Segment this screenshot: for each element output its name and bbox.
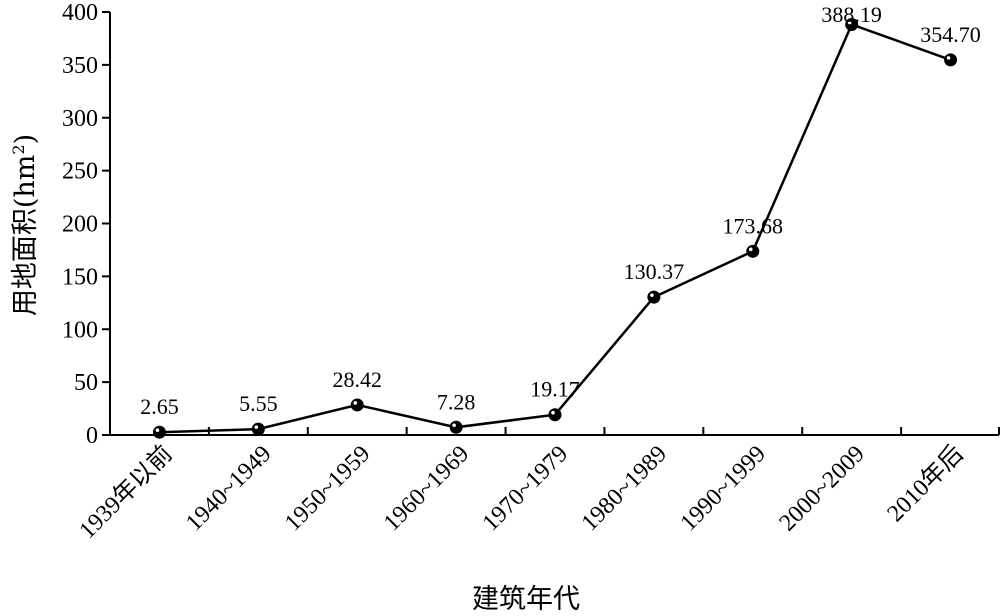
x-tick-label: 1980~1989 <box>577 441 672 536</box>
y-tick-label: 0 <box>86 423 98 449</box>
y-tick-label: 350 <box>62 53 98 79</box>
x-tick-label: 2010年后 <box>882 440 969 527</box>
data-label: 28.42 <box>332 367 382 392</box>
data-label: 354.70 <box>920 22 981 47</box>
y-tick-label: 400 <box>62 0 98 26</box>
y-tick-label: 50 <box>74 370 98 396</box>
y-tick-label: 300 <box>62 106 98 132</box>
x-tick-label: 1990~1999 <box>676 441 771 536</box>
data-point-highlight <box>353 401 358 405</box>
data-point-highlight <box>254 425 259 429</box>
y-tick-label: 200 <box>62 212 98 238</box>
x-tick-label: 1960~1969 <box>379 441 474 536</box>
data-label: 130.37 <box>624 259 685 284</box>
y-axis-title-main: 用地面积(hm <box>10 155 41 317</box>
data-labels-layer: 2.65 5.55 28.42 7.28 19.17 130.37 173.68 388.19… <box>140 2 981 419</box>
x-axis-title: 建筑年代 <box>472 584 580 615</box>
data-point-highlight <box>551 410 555 415</box>
x-tick-label: 1940~1949 <box>181 441 276 536</box>
data-label: 388.19 <box>821 2 882 27</box>
data-label: 19.17 <box>530 377 580 402</box>
y-tick-label: 250 <box>62 159 98 185</box>
x-tick-label: 1950~1959 <box>280 441 375 536</box>
data-point-highlight <box>155 428 160 432</box>
y-axis-title-superscript: 2 <box>9 144 28 154</box>
data-point <box>350 398 364 412</box>
x-tick-label: 1939年以前 <box>74 440 178 544</box>
data-point-highlight <box>452 423 456 428</box>
y-axis-title-end: ) <box>10 134 41 145</box>
x-tick-label: 1970~1979 <box>478 441 573 536</box>
series-line <box>159 22 952 434</box>
data-label: 2.65 <box>140 394 179 419</box>
data-point <box>449 420 463 434</box>
y-tick-label: 150 <box>62 264 98 290</box>
data-label: 5.55 <box>239 391 278 416</box>
data-point <box>647 290 661 304</box>
data-point-highlight <box>748 247 753 252</box>
x-tick-label: 2000~2009 <box>774 441 869 536</box>
y-axis-ticks: 0 50 100 150 200 250 300 350 400 <box>62 0 110 449</box>
data-point <box>944 53 958 67</box>
data-point-highlight <box>847 20 852 25</box>
chart-axes <box>109 12 999 436</box>
y-tick-label: 100 <box>62 317 98 343</box>
data-label: 173.68 <box>723 213 784 238</box>
data-point <box>152 425 166 439</box>
data-point <box>548 408 562 422</box>
data-point <box>251 422 265 436</box>
x-axis-ticks: 1939年以前 1940~1949 1950~1959 1960~1969 1970~1… <box>74 427 1000 544</box>
data-point-highlight <box>946 56 951 60</box>
data-label: 7.28 <box>437 389 476 414</box>
series-layer <box>152 17 958 439</box>
y-axis-title: 用地面积(hm2) <box>9 134 41 316</box>
data-point <box>746 244 760 258</box>
data-point-highlight <box>650 293 654 297</box>
